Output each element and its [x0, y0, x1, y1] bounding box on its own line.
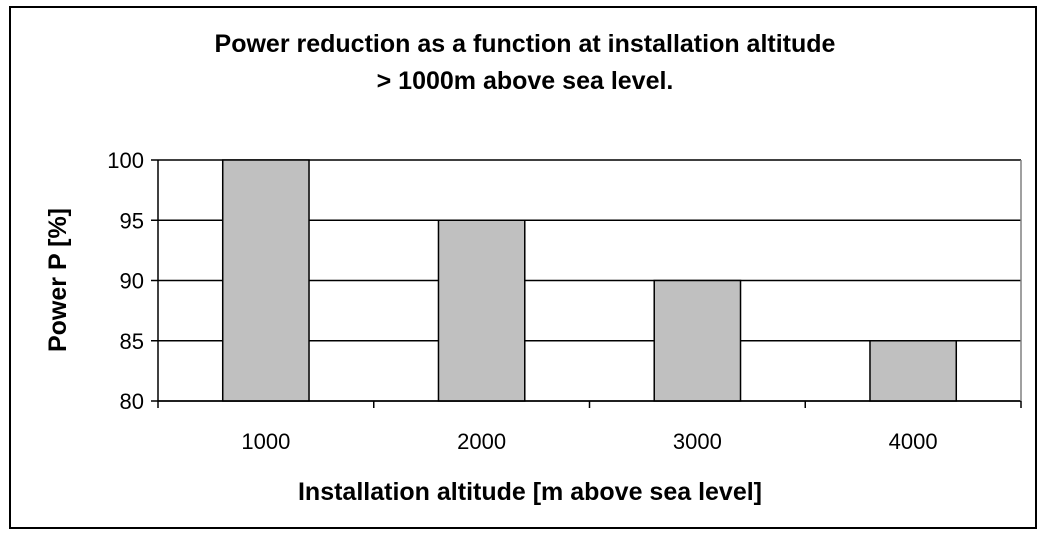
bar-4000: [869, 340, 958, 402]
x-tick-labels: 1000 2000 3000 4000: [241, 429, 937, 454]
y-axis-title: Power P [%]: [44, 208, 72, 352]
bar-3000: [653, 279, 742, 402]
x-tick-label: 1000: [241, 429, 290, 454]
y-tick-label: 90: [120, 269, 144, 294]
x-tick-label: 4000: [889, 429, 938, 454]
y-tick-label: 80: [120, 389, 144, 414]
y-tick-label: 100: [107, 148, 144, 173]
x-tick-label: 3000: [673, 429, 722, 454]
bars: [221, 159, 958, 402]
y-tick-labels: 100 95 90 85 80: [107, 148, 144, 414]
bar-1000: [221, 159, 310, 402]
x-tick-label: 2000: [457, 429, 506, 454]
y-tick-label: 95: [120, 208, 144, 233]
axes: [151, 159, 1022, 408]
chart-title-line-2: > 1000m above sea level.: [377, 67, 674, 95]
x-axis-title: Installation altitude [m above sea level…: [298, 478, 762, 506]
chart-title-line-1: Power reduction as a function at install…: [215, 30, 836, 58]
bar-2000: [437, 219, 526, 402]
y-tick-label: 85: [120, 329, 144, 354]
